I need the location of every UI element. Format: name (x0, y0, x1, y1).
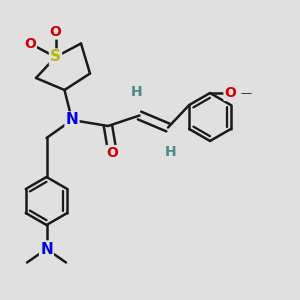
Text: O: O (24, 37, 36, 50)
Text: —: — (240, 88, 252, 98)
Text: S: S (50, 50, 61, 64)
Text: O: O (106, 146, 119, 160)
Text: H: H (165, 145, 177, 158)
Text: O: O (224, 86, 236, 100)
Text: N: N (40, 242, 53, 256)
Text: N: N (66, 112, 78, 128)
Text: O: O (50, 25, 61, 38)
Text: H: H (131, 85, 142, 98)
